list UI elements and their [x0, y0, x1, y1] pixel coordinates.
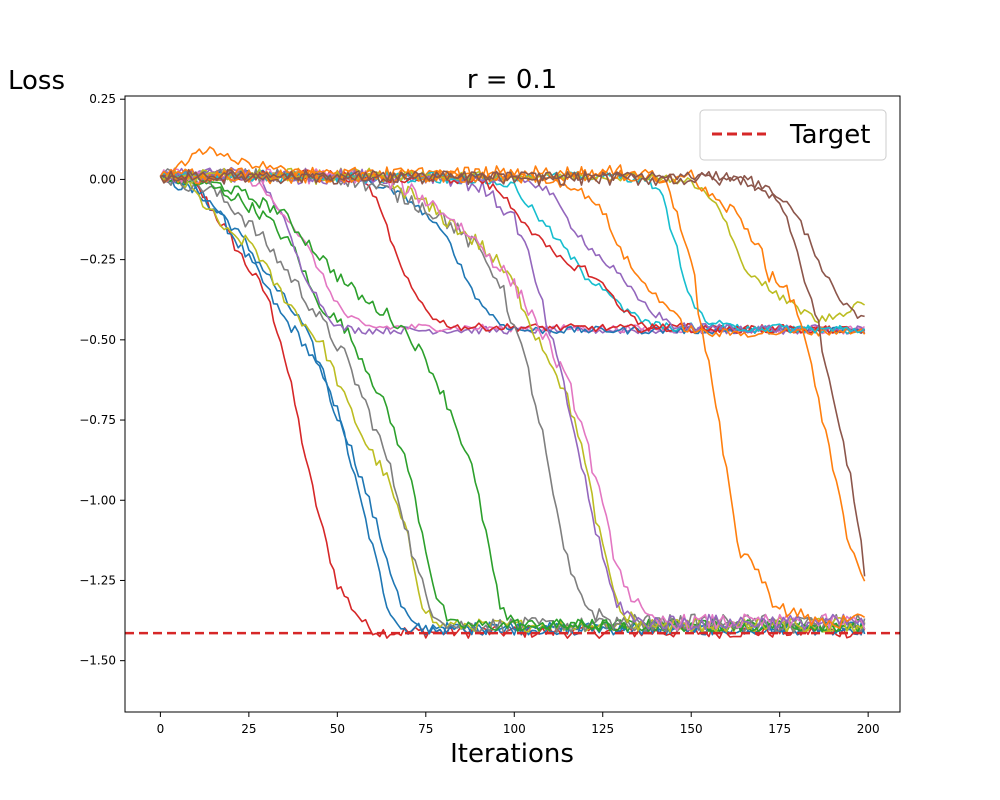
legend: Target [699, 109, 887, 161]
y-tick-label: −0.50 [79, 333, 116, 347]
y-tick-label: −0.25 [79, 253, 116, 267]
y-tick-label: −0.75 [79, 413, 116, 427]
y-axis-label: Loss [8, 66, 65, 96]
x-tick-label: 175 [768, 722, 791, 736]
plot-frame [124, 95, 901, 713]
x-tick-label: 75 [418, 722, 433, 736]
x-tick-label: 50 [330, 722, 345, 736]
loss-series-line [159, 171, 866, 633]
loss-series-line [159, 168, 866, 577]
y-tick-label: −1.25 [79, 573, 116, 587]
x-axis-label: Iterations [450, 739, 574, 769]
x-tick-label: 150 [680, 722, 703, 736]
y-tick-label: 0.25 [89, 92, 116, 106]
y-tick-label: 0.00 [89, 172, 116, 186]
x-tick-label: 0 [157, 722, 165, 736]
series-layer [159, 146, 866, 639]
chart-title: r = 0.1 [467, 65, 557, 95]
y-axis-ticks: 0.25 0.00 −0.25 −0.50 −0.75 −1.00 −1.25 −1.50 [79, 92, 125, 668]
legend-target-label: Target [789, 120, 870, 150]
x-tick-label: 125 [591, 722, 614, 736]
y-tick-label: −1.50 [79, 654, 116, 668]
x-tick-label: 100 [503, 722, 526, 736]
legend-box [699, 109, 887, 161]
loss-series-line [159, 168, 866, 582]
x-axis-ticks: 0 25 50 75 100 125 150 175 200 [157, 712, 880, 736]
x-tick-label: 200 [857, 722, 880, 736]
x-tick-label: 25 [241, 722, 256, 736]
y-tick-label: −1.00 [79, 493, 116, 507]
